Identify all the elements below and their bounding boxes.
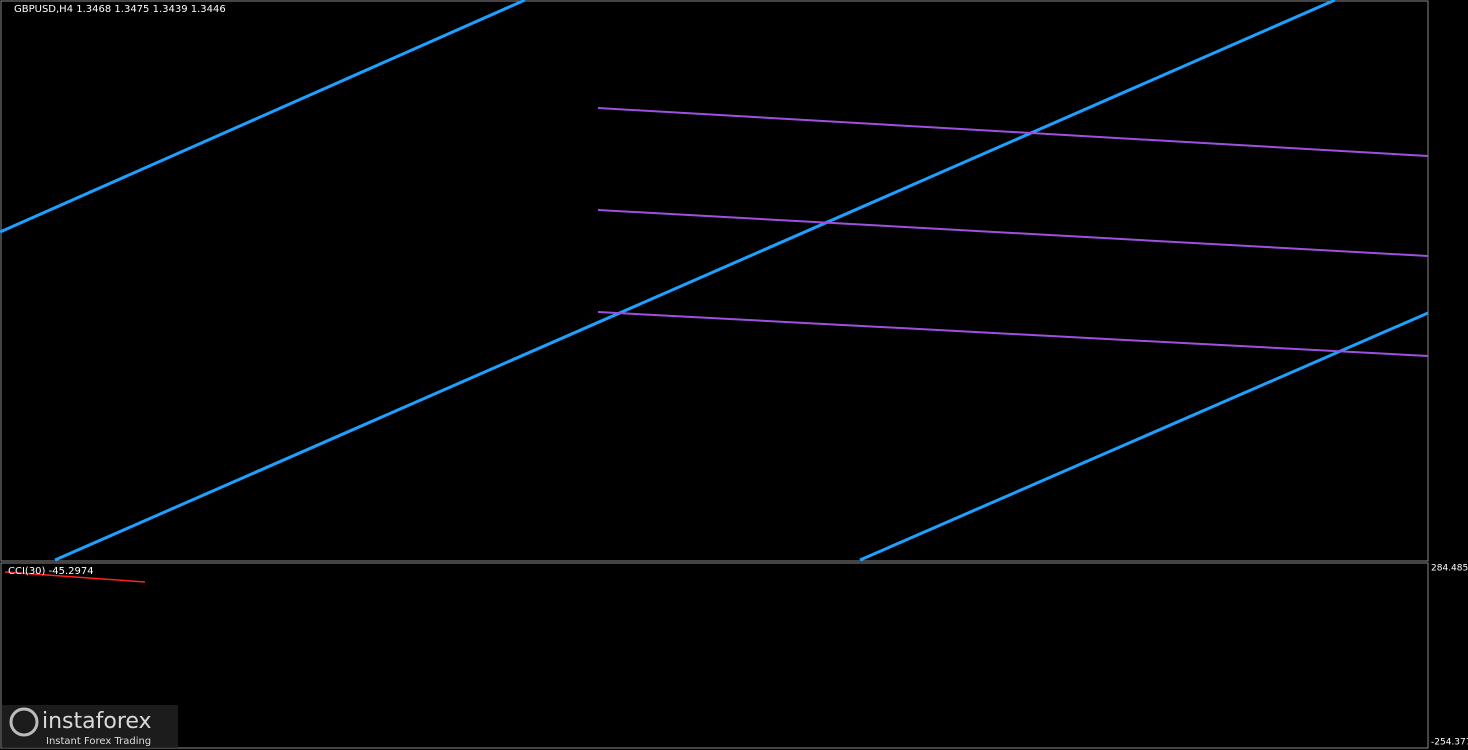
regression-lines: [597, 107, 1429, 357]
channel-lines: [0, 0, 1429, 562]
logo: [9, 707, 39, 737]
indicator-min: -254.377: [1431, 738, 1468, 748]
watermark: instaforex Instant Forex Trading: [2, 705, 178, 748]
channel-line: [859, 311, 1429, 562]
indicator-max: 284.4853: [1431, 564, 1468, 574]
price-frame: [0, 0, 1429, 562]
regression-line: [597, 107, 1429, 157]
channel-line: [54, 0, 1336, 562]
channel-line: [0, 0, 526, 234]
regression-line: [597, 311, 1429, 357]
indicator-frame: [0, 562, 1429, 749]
header: GBPUSD,H4 1.3468 1.3475 1.3439 1.3446: [14, 4, 226, 15]
regression-line: [597, 209, 1429, 257]
watermark-tagline: Instant Forex Trading: [46, 736, 151, 747]
indicator-title: CCI(30) -45.2974: [8, 566, 94, 577]
divergence-line: [4, 571, 146, 583]
watermark-brand: instaforex: [42, 709, 152, 734]
